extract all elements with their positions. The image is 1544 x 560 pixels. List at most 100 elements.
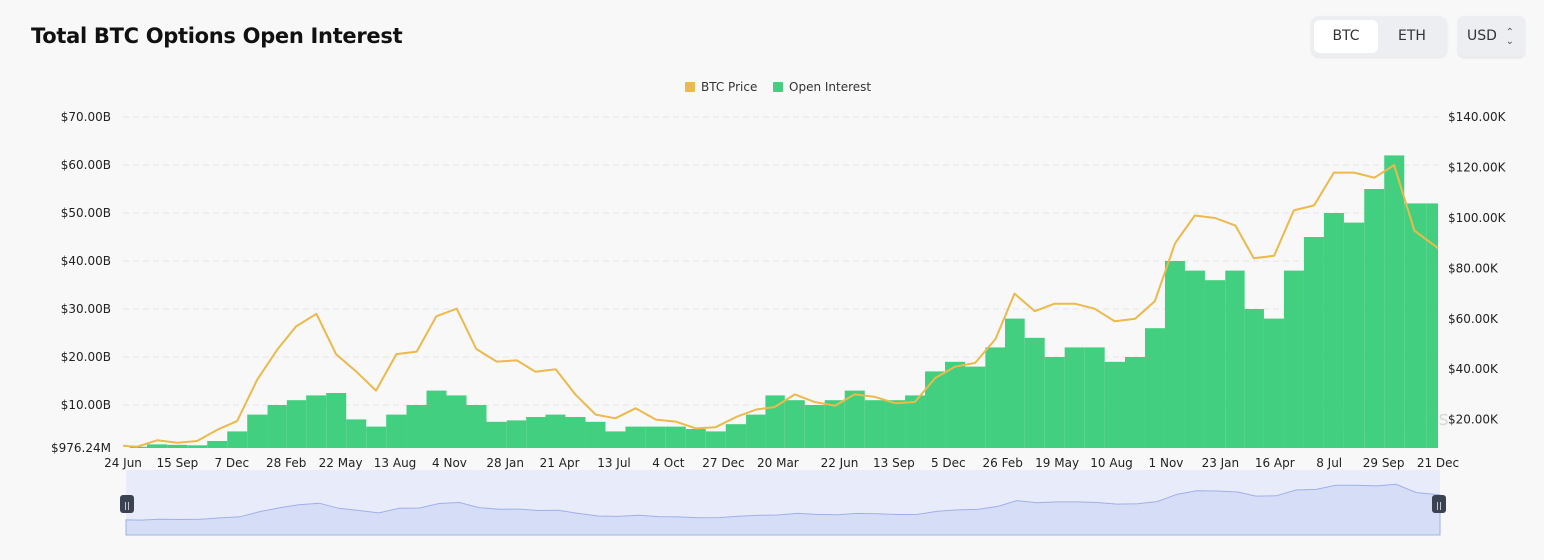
open-interest-bar[interactable] xyxy=(545,414,566,448)
open-interest-bar[interactable] xyxy=(426,390,447,448)
open-interest-bar[interactable] xyxy=(466,405,487,448)
open-interest-bar[interactable] xyxy=(804,405,825,448)
x-axis-tick: 16 Apr xyxy=(1255,456,1295,470)
x-axis-tick: 13 Jul xyxy=(597,456,631,470)
open-interest-bar[interactable] xyxy=(286,400,307,448)
open-interest-bar[interactable] xyxy=(1384,155,1405,448)
open-interest-bar[interactable] xyxy=(486,421,507,448)
open-interest-bar[interactable] xyxy=(685,429,706,448)
open-interest-bar[interactable] xyxy=(506,420,527,448)
open-interest-bar[interactable] xyxy=(1104,361,1125,448)
open-interest-bar[interactable] xyxy=(965,366,986,448)
x-axis-tick: 29 Sep xyxy=(1363,456,1405,470)
navigator[interactable]: || || xyxy=(120,470,1446,536)
left-axis-tick: $50.00B xyxy=(61,206,111,220)
left-axis-tick: $10.00B xyxy=(61,398,111,412)
open-interest-bar[interactable] xyxy=(207,441,228,448)
open-interest-bar[interactable] xyxy=(167,444,188,448)
open-interest-bar[interactable] xyxy=(905,395,926,448)
open-interest-bar[interactable] xyxy=(1343,222,1365,448)
open-interest-bar[interactable] xyxy=(885,400,906,448)
open-interest-bar[interactable] xyxy=(864,400,886,448)
x-axis-tick: 4 Nov xyxy=(432,456,467,470)
open-interest-bar[interactable] xyxy=(1144,328,1165,448)
left-axis-tick: $60.00B xyxy=(61,158,111,172)
open-interest-bar[interactable] xyxy=(725,424,747,448)
legend-swatch-open-interest[interactable] xyxy=(773,82,783,92)
asset-option-btc[interactable]: BTC xyxy=(1314,20,1378,53)
open-interest-bar[interactable] xyxy=(824,400,845,448)
open-interest-bar[interactable] xyxy=(326,393,347,448)
currency-select[interactable]: USD ⌃ ⌄ xyxy=(1458,16,1525,57)
open-interest-bar[interactable] xyxy=(1263,318,1284,448)
left-axis: $976.24M $10.00B $20.00B $30.00B $40.00B $50.… xyxy=(51,110,111,455)
open-interest-bar[interactable] xyxy=(1204,280,1226,448)
open-interest-bar[interactable] xyxy=(1364,189,1385,448)
open-interest-bar[interactable] xyxy=(1005,318,1025,448)
x-axis-tick: 13 Sep xyxy=(873,456,915,470)
open-interest-bar[interactable] xyxy=(605,431,626,448)
open-interest-bar[interactable] xyxy=(346,419,367,448)
open-interest-bar[interactable] xyxy=(1044,357,1065,448)
open-interest-bar[interactable] xyxy=(585,421,606,448)
open-interest-bar[interactable] xyxy=(146,444,168,448)
open-interest-bar[interactable] xyxy=(1184,270,1205,448)
open-interest-bar[interactable] xyxy=(665,426,686,448)
open-interest-bar[interactable] xyxy=(746,414,766,448)
open-interest-bar[interactable] xyxy=(1323,213,1344,448)
open-interest-bar[interactable] xyxy=(1124,357,1145,448)
open-interest-bar[interactable] xyxy=(1244,309,1264,448)
x-axis-tick: 4 Oct xyxy=(652,456,684,470)
open-interest-bar[interactable] xyxy=(1064,347,1085,448)
asset-option-eth[interactable]: ETH xyxy=(1398,28,1426,44)
x-axis-tick: 28 Feb xyxy=(266,456,306,470)
x-axis-tick: 22 Jun xyxy=(821,456,859,470)
open-interest-bar[interactable] xyxy=(1303,237,1324,448)
open-interest-bar[interactable] xyxy=(985,347,1006,448)
open-interest-bar[interactable] xyxy=(366,426,387,448)
open-interest-bar[interactable] xyxy=(844,390,865,448)
open-interest-bar[interactable] xyxy=(247,414,268,448)
navigator-handle-right[interactable]: || xyxy=(1432,495,1446,513)
legend-label-price[interactable]: BTC Price xyxy=(701,80,757,94)
x-axis-tick: 19 May xyxy=(1035,456,1079,470)
x-axis-tick: 20 Mar xyxy=(757,456,799,470)
open-interest-bar[interactable] xyxy=(406,405,427,448)
legend-label-open-interest[interactable]: Open Interest xyxy=(789,80,871,94)
x-axis-tick: 21 Apr xyxy=(540,456,580,470)
open-interest-bar[interactable] xyxy=(1225,270,1245,448)
open-interest-bar[interactable] xyxy=(187,445,208,448)
chevron-up-down-icon: ⌃ ⌄ xyxy=(1505,27,1514,47)
open-interest-bar[interactable] xyxy=(925,371,946,448)
open-interest-bar[interactable] xyxy=(129,446,147,448)
x-axis-tick: 28 Jan xyxy=(486,456,524,470)
left-axis-tick: $30.00B xyxy=(61,302,111,316)
open-interest-bar[interactable] xyxy=(1084,347,1105,448)
open-interest-bar[interactable] xyxy=(645,426,666,448)
x-axis-tick: 23 Jan xyxy=(1202,456,1240,470)
open-interest-bar[interactable] xyxy=(1164,261,1185,448)
open-interest-bar[interactable] xyxy=(1024,337,1045,448)
x-axis-tick: 27 Dec xyxy=(702,456,744,470)
open-interest-bar[interactable] xyxy=(1426,203,1438,448)
open-interest-bar[interactable] xyxy=(945,361,966,448)
right-axis-tick: $100.00K xyxy=(1448,211,1507,225)
open-interest-bar[interactable] xyxy=(705,431,726,448)
x-axis-tick: 13 Aug xyxy=(374,456,417,470)
open-interest-bar[interactable] xyxy=(1404,203,1427,448)
open-interest-bar[interactable] xyxy=(227,431,248,448)
open-interest-bar[interactable] xyxy=(625,426,646,448)
x-axis-tick: 21 Dec xyxy=(1417,456,1459,470)
legend: BTC Price Open Interest xyxy=(685,80,871,94)
open-interest-bar[interactable] xyxy=(306,395,327,448)
open-interest-bar[interactable] xyxy=(1283,270,1304,448)
open-interest-bar[interactable] xyxy=(526,417,546,448)
open-interest-bar[interactable] xyxy=(446,395,467,448)
navigator-handle-left[interactable]: || xyxy=(120,495,134,513)
open-interest-bar[interactable] xyxy=(565,417,586,448)
open-interest-bar[interactable] xyxy=(784,400,805,448)
navigator-series-area xyxy=(125,483,1441,536)
open-interest-bar[interactable] xyxy=(386,414,407,448)
legend-swatch-price[interactable] xyxy=(685,82,695,92)
open-interest-bar[interactable] xyxy=(267,405,287,448)
